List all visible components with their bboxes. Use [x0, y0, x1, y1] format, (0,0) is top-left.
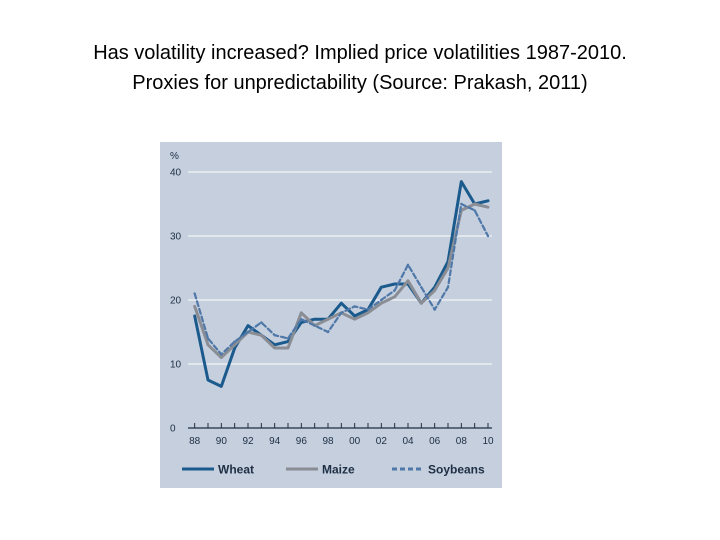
- data-point-maize: [486, 206, 490, 209]
- x-tick-label: 96: [296, 436, 308, 447]
- data-point-maize: [220, 356, 223, 359]
- data-point-maize: [260, 334, 263, 337]
- data-point-wheat: [460, 180, 463, 183]
- volatility-line-chart: 0 10 20 30 40% 88 90 92 94 96 98 00 02 04 06 08 10 Wheat M…: [170, 151, 494, 477]
- data-point-maize: [286, 346, 290, 350]
- data-point-maize: [300, 311, 303, 314]
- slide-title-line-2: Proxies for unpredictability (Source: Pr…: [132, 72, 588, 94]
- series-line-wheat: [193, 180, 490, 388]
- x-tick-label: 08: [456, 436, 468, 447]
- data-point-wheat: [380, 286, 383, 289]
- data-point-wheat: [340, 302, 343, 305]
- data-point-soybeans: [340, 311, 343, 314]
- data-point-soybeans: [193, 292, 196, 295]
- data-point-soybeans: [233, 340, 236, 343]
- data-point-soybeans: [393, 289, 396, 292]
- chart-panel: 0 10 20 30 40% 88 90 92 94 96 98 00 02 04 06 08 10 Wheat M…: [160, 142, 502, 488]
- legend-label-soybeans: Soybeans: [428, 463, 485, 477]
- x-tick-label: 10: [482, 436, 494, 447]
- data-point-wheat: [206, 378, 210, 382]
- data-point-soybeans: [353, 305, 356, 308]
- data-point-maize: [446, 266, 450, 270]
- data-point-maize: [433, 289, 436, 292]
- data-point-wheat: [246, 324, 250, 327]
- data-point-soybeans: [433, 308, 436, 311]
- data-point-soybeans: [380, 298, 383, 302]
- data-point-soybeans: [366, 308, 370, 311]
- y-tick-label: 10: [170, 360, 182, 371]
- data-point-maize: [206, 343, 210, 346]
- data-point-wheat: [353, 314, 356, 318]
- legend-label-wheat: Wheat: [218, 463, 254, 477]
- slide-title: Has volatility increased? Implied price …: [0, 38, 720, 98]
- data-point-soybeans: [326, 330, 330, 334]
- data-point-maize: [326, 318, 330, 321]
- series-line-maize: [193, 202, 490, 360]
- y-tick-label: 40: [170, 168, 182, 179]
- x-tick-label: 94: [269, 436, 281, 447]
- data-point-soybeans: [406, 263, 410, 266]
- data-point-wheat: [313, 318, 316, 321]
- data-point-soybeans: [460, 202, 463, 206]
- x-tick-label: 06: [429, 436, 441, 447]
- y-axis-unit-label: %: [170, 151, 179, 162]
- data-point-soybeans: [313, 324, 316, 327]
- x-tick-label: 04: [402, 436, 414, 447]
- data-point-soybeans: [286, 337, 290, 340]
- legend-label-maize: Maize: [322, 463, 355, 477]
- data-point-maize: [353, 318, 356, 321]
- data-point-soybeans: [486, 234, 490, 238]
- x-tick-label: 90: [216, 436, 228, 447]
- data-point-soybeans: [246, 330, 250, 334]
- data-point-soybeans: [206, 337, 210, 340]
- x-tick-label: 92: [242, 436, 254, 447]
- y-tick-label: 0: [170, 424, 176, 435]
- data-point-soybeans: [220, 353, 223, 356]
- data-point-maize: [366, 311, 370, 314]
- data-point-soybeans: [273, 334, 276, 337]
- data-point-soybeans: [420, 286, 423, 289]
- data-point-maize: [380, 302, 383, 305]
- y-tick-label: 20: [170, 296, 182, 307]
- data-point-maize: [273, 346, 276, 350]
- data-point-maize: [420, 302, 423, 305]
- data-point-wheat: [486, 199, 490, 202]
- data-point-maize: [233, 343, 236, 346]
- data-point-wheat: [393, 282, 396, 286]
- data-point-wheat: [220, 385, 223, 388]
- data-point-soybeans: [300, 318, 303, 321]
- x-tick-label: 88: [189, 436, 201, 447]
- data-point-soybeans: [260, 321, 263, 324]
- data-point-maize: [406, 279, 410, 282]
- y-tick-label: 30: [170, 232, 182, 243]
- slide-title-line-1: Has volatility increased? Implied price …: [93, 42, 627, 64]
- x-tick-label: 00: [349, 436, 361, 447]
- data-point-maize: [193, 305, 196, 308]
- series-line-soybeans: [193, 202, 490, 356]
- data-point-maize: [473, 202, 476, 206]
- x-tick-label: 02: [376, 436, 388, 447]
- data-point-soybeans: [446, 286, 450, 289]
- data-point-wheat: [193, 314, 196, 318]
- x-tick-label: 98: [322, 436, 334, 447]
- data-point-maize: [393, 295, 396, 298]
- data-point-soybeans: [473, 209, 476, 212]
